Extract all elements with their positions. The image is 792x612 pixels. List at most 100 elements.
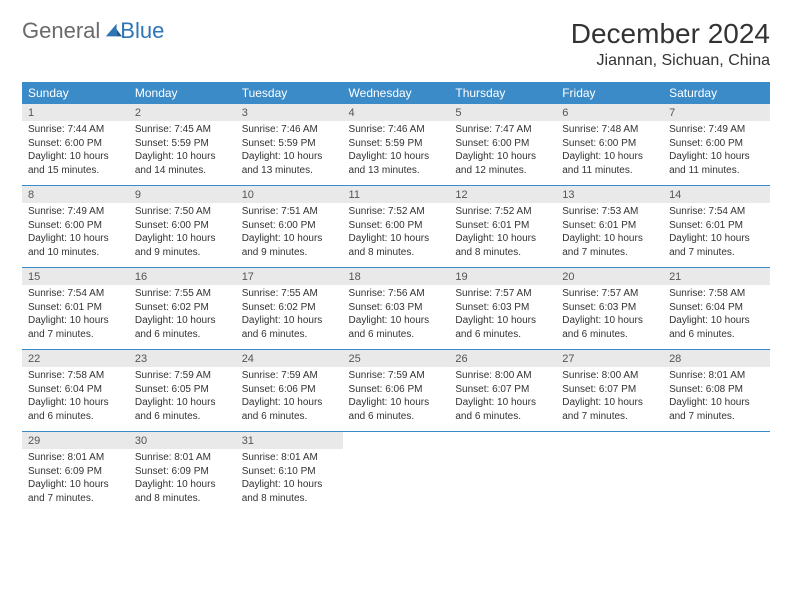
day-number-cell: 21 xyxy=(663,268,770,285)
day-content-cell: Sunrise: 7:59 AMSunset: 6:05 PMDaylight:… xyxy=(129,367,236,431)
header: General Blue December 2024 Jiannan, Sich… xyxy=(22,18,770,70)
day-content-cell: Sunrise: 7:54 AMSunset: 6:01 PMDaylight:… xyxy=(663,203,770,267)
day-content-cell: Sunrise: 7:55 AMSunset: 6:02 PMDaylight:… xyxy=(236,285,343,349)
day-content-cell: Sunrise: 7:46 AMSunset: 5:59 PMDaylight:… xyxy=(236,121,343,185)
sunrise-text: Sunrise: 7:49 AM xyxy=(28,205,123,219)
daynum-row: 1234567 xyxy=(22,104,770,121)
day-content-cell: Sunrise: 7:54 AMSunset: 6:01 PMDaylight:… xyxy=(22,285,129,349)
sunrise-text: Sunrise: 7:45 AM xyxy=(135,123,230,137)
sunset-text: Sunset: 6:07 PM xyxy=(562,383,657,397)
day-number-cell: 6 xyxy=(556,104,663,121)
sunrise-text: Sunrise: 7:58 AM xyxy=(669,287,764,301)
sunrise-text: Sunrise: 7:54 AM xyxy=(28,287,123,301)
sunset-text: Sunset: 6:04 PM xyxy=(28,383,123,397)
daylight-text: Daylight: 10 hours and 10 minutes. xyxy=(28,232,123,259)
daylight-text: Daylight: 10 hours and 15 minutes. xyxy=(28,150,123,177)
day-content-cell: Sunrise: 8:01 AMSunset: 6:09 PMDaylight:… xyxy=(129,449,236,513)
day-number-cell: 4 xyxy=(343,104,450,121)
dow-row: Sunday Monday Tuesday Wednesday Thursday… xyxy=(22,82,770,104)
sunrise-text: Sunrise: 7:57 AM xyxy=(562,287,657,301)
sunset-text: Sunset: 6:00 PM xyxy=(349,219,444,233)
day-number-cell: 20 xyxy=(556,268,663,285)
day-number-cell: 18 xyxy=(343,268,450,285)
day-content-cell: Sunrise: 7:46 AMSunset: 5:59 PMDaylight:… xyxy=(343,121,450,185)
daylight-text: Daylight: 10 hours and 6 minutes. xyxy=(242,314,337,341)
daylight-text: Daylight: 10 hours and 8 minutes. xyxy=(349,232,444,259)
day-number-cell: 9 xyxy=(129,186,236,203)
day-content-cell xyxy=(663,449,770,513)
daylight-text: Daylight: 10 hours and 6 minutes. xyxy=(562,314,657,341)
day-content-cell: Sunrise: 7:52 AMSunset: 6:01 PMDaylight:… xyxy=(449,203,556,267)
daylight-text: Daylight: 10 hours and 6 minutes. xyxy=(349,314,444,341)
dow-monday: Monday xyxy=(129,82,236,104)
day-content-cell: Sunrise: 7:53 AMSunset: 6:01 PMDaylight:… xyxy=(556,203,663,267)
brand-word2: Blue xyxy=(120,18,164,44)
day-number-cell: 12 xyxy=(449,186,556,203)
sunrise-text: Sunrise: 7:48 AM xyxy=(562,123,657,137)
dow-tuesday: Tuesday xyxy=(236,82,343,104)
day-number-cell: 28 xyxy=(663,350,770,367)
daynum-row: 15161718192021 xyxy=(22,268,770,285)
day-number-cell: 17 xyxy=(236,268,343,285)
sunrise-text: Sunrise: 7:50 AM xyxy=(135,205,230,219)
day-content-cell: Sunrise: 7:49 AMSunset: 6:00 PMDaylight:… xyxy=(663,121,770,185)
sunrise-text: Sunrise: 8:00 AM xyxy=(455,369,550,383)
sunset-text: Sunset: 6:09 PM xyxy=(135,465,230,479)
day-content-row: Sunrise: 8:01 AMSunset: 6:09 PMDaylight:… xyxy=(22,449,770,513)
day-content-cell: Sunrise: 7:45 AMSunset: 5:59 PMDaylight:… xyxy=(129,121,236,185)
sunset-text: Sunset: 6:01 PM xyxy=(669,219,764,233)
daylight-text: Daylight: 10 hours and 7 minutes. xyxy=(669,232,764,259)
daylight-text: Daylight: 10 hours and 12 minutes. xyxy=(455,150,550,177)
daylight-text: Daylight: 10 hours and 11 minutes. xyxy=(562,150,657,177)
day-number-cell: 7 xyxy=(663,104,770,121)
sunset-text: Sunset: 6:01 PM xyxy=(562,219,657,233)
day-content-cell: Sunrise: 7:49 AMSunset: 6:00 PMDaylight:… xyxy=(22,203,129,267)
sunset-text: Sunset: 6:03 PM xyxy=(349,301,444,315)
sunrise-text: Sunrise: 7:59 AM xyxy=(242,369,337,383)
sunset-text: Sunset: 6:00 PM xyxy=(455,137,550,151)
sunrise-text: Sunrise: 7:44 AM xyxy=(28,123,123,137)
daylight-text: Daylight: 10 hours and 11 minutes. xyxy=(669,150,764,177)
day-content-row: Sunrise: 7:54 AMSunset: 6:01 PMDaylight:… xyxy=(22,285,770,349)
sunset-text: Sunset: 6:09 PM xyxy=(28,465,123,479)
sunset-text: Sunset: 5:59 PM xyxy=(135,137,230,151)
dow-friday: Friday xyxy=(556,82,663,104)
day-content-cell: Sunrise: 7:44 AMSunset: 6:00 PMDaylight:… xyxy=(22,121,129,185)
sunrise-text: Sunrise: 7:55 AM xyxy=(242,287,337,301)
day-number-cell: 19 xyxy=(449,268,556,285)
sunrise-text: Sunrise: 7:51 AM xyxy=(242,205,337,219)
daylight-text: Daylight: 10 hours and 7 minutes. xyxy=(669,396,764,423)
day-number-cell: 15 xyxy=(22,268,129,285)
sunrise-text: Sunrise: 7:59 AM xyxy=(349,369,444,383)
day-number-cell: 23 xyxy=(129,350,236,367)
daylight-text: Daylight: 10 hours and 8 minutes. xyxy=(135,478,230,505)
sunrise-text: Sunrise: 8:01 AM xyxy=(669,369,764,383)
day-content-row: Sunrise: 7:44 AMSunset: 6:00 PMDaylight:… xyxy=(22,121,770,185)
sunrise-text: Sunrise: 7:47 AM xyxy=(455,123,550,137)
sunrise-text: Sunrise: 8:01 AM xyxy=(242,451,337,465)
day-number-cell: 11 xyxy=(343,186,450,203)
day-content-row: Sunrise: 7:58 AMSunset: 6:04 PMDaylight:… xyxy=(22,367,770,431)
day-content-cell: Sunrise: 7:58 AMSunset: 6:04 PMDaylight:… xyxy=(663,285,770,349)
calendar-table: Sunday Monday Tuesday Wednesday Thursday… xyxy=(22,82,770,513)
sunrise-text: Sunrise: 8:01 AM xyxy=(135,451,230,465)
sunrise-text: Sunrise: 7:54 AM xyxy=(669,205,764,219)
sunrise-text: Sunrise: 7:57 AM xyxy=(455,287,550,301)
day-number-cell: 5 xyxy=(449,104,556,121)
location-text: Jiannan, Sichuan, China xyxy=(571,52,770,70)
day-number-cell: 3 xyxy=(236,104,343,121)
day-number-cell: 1 xyxy=(22,104,129,121)
day-content-row: Sunrise: 7:49 AMSunset: 6:00 PMDaylight:… xyxy=(22,203,770,267)
daylight-text: Daylight: 10 hours and 13 minutes. xyxy=(349,150,444,177)
daynum-row: 22232425262728 xyxy=(22,350,770,367)
day-content-cell: Sunrise: 7:51 AMSunset: 6:00 PMDaylight:… xyxy=(236,203,343,267)
sunset-text: Sunset: 6:03 PM xyxy=(562,301,657,315)
day-number-cell: 22 xyxy=(22,350,129,367)
day-content-cell: Sunrise: 7:58 AMSunset: 6:04 PMDaylight:… xyxy=(22,367,129,431)
day-content-cell: Sunrise: 8:00 AMSunset: 6:07 PMDaylight:… xyxy=(449,367,556,431)
brand-word1: General xyxy=(22,18,100,44)
sunset-text: Sunset: 6:00 PM xyxy=(242,219,337,233)
sunset-text: Sunset: 6:00 PM xyxy=(28,137,123,151)
daylight-text: Daylight: 10 hours and 6 minutes. xyxy=(135,314,230,341)
dow-wednesday: Wednesday xyxy=(343,82,450,104)
